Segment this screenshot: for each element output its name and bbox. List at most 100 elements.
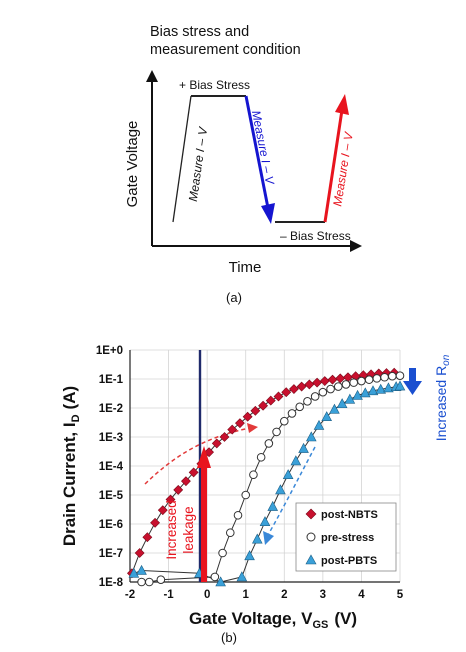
data-point-pre-stress	[357, 376, 366, 386]
x-tick-label: -1	[163, 589, 174, 601]
data-point-post-nbts	[250, 405, 261, 416]
legend-marker-post-pbts	[305, 554, 317, 565]
data-point-post-nbts	[204, 447, 214, 458]
data-point-post-pbts	[298, 442, 309, 453]
data-point-post-pbts	[383, 382, 394, 393]
y-tick-label: 1E-7	[99, 548, 123, 560]
data-point-pre-stress	[241, 490, 251, 500]
legend-marker-pre-stress	[306, 532, 316, 542]
data-point-pre-stress	[333, 382, 343, 391]
measure-iv-label-2: Measure I – V	[249, 109, 277, 186]
y-tick-label: 1E-8	[99, 577, 124, 589]
data-point-post-pbts	[336, 398, 348, 409]
data-point-pre-stress	[137, 577, 146, 587]
panel-a: Bias stress and measurement condition Ga…	[124, 24, 362, 305]
data-point-post-nbts	[211, 438, 222, 449]
data-point-post-pbts	[236, 571, 248, 582]
y-tick-label: 1E-4	[99, 461, 124, 473]
data-point-post-nbts	[273, 391, 284, 402]
legend-label-post-pbts: post-PBTS	[321, 555, 377, 567]
data-point-pre-stress	[225, 528, 235, 538]
y-axis-title-sub: D	[70, 414, 82, 422]
chart-grid: -2 -1 0 1 2 3 4 5 1E-8 1E-7 1E-6 1E-5 1E-4 1E-3 1E-2 1E…	[96, 345, 404, 601]
increased-ron-arrow-shaft	[409, 368, 416, 381]
increased-leakage-label-1: Increased	[164, 500, 179, 559]
data-point-post-nbts	[134, 548, 145, 558]
x-tick-label: 2	[281, 589, 287, 601]
panel-a-title-line1: Bias stress and	[150, 24, 249, 40]
panel-a-caption: (a)	[226, 290, 242, 305]
blue-ramp-down-arrowhead	[261, 203, 275, 224]
positive-bias-stress-label: + Bias Stress	[179, 78, 250, 92]
y-tick-label: 1E-2	[99, 403, 123, 415]
panel-b: -2 -1 0 1 2 3 4 5 1E-8 1E-7 1E-6 1E-5 1E-4 1E-3 1E-2 1E…	[60, 345, 452, 645]
data-point-post-nbts	[296, 381, 307, 392]
data-point-post-nbts	[181, 476, 191, 487]
data-point-pre-stress	[295, 402, 305, 412]
chart-markers	[127, 367, 406, 587]
x-axis-title-sub: GS	[312, 619, 328, 631]
data-point-post-pbts	[344, 393, 356, 404]
data-point-post-pbts	[259, 516, 271, 527]
data-point-post-pbts	[215, 576, 226, 587]
data-point-post-nbts	[150, 517, 160, 528]
y-tick-label: 1E-6	[99, 519, 123, 531]
data-point-pre-stress	[272, 427, 281, 437]
data-point-post-nbts	[304, 379, 315, 390]
data-point-post-pbts	[329, 403, 340, 414]
x-tick-label: 1	[243, 589, 250, 601]
pbts-shift-dashed-arrowhead	[263, 531, 274, 545]
data-point-post-nbts	[165, 494, 176, 505]
red-ramp-up-arrowhead	[335, 94, 349, 115]
data-point-pre-stress	[249, 470, 258, 480]
data-point-pre-stress	[318, 387, 328, 397]
data-point-pre-stress	[264, 439, 274, 448]
data-point-post-nbts	[312, 377, 322, 388]
data-point-post-nbts	[219, 432, 230, 442]
measure-iv-label-1: Measure I – V	[186, 125, 210, 202]
data-point-post-nbts	[142, 532, 153, 543]
data-point-post-pbts	[321, 411, 333, 422]
data-point-pre-stress	[326, 384, 335, 394]
panel-a-x-axis-arrowhead	[350, 240, 362, 252]
y-axis-title-unit: (A)	[60, 386, 79, 410]
x-axis-title-unit: (V)	[334, 609, 357, 628]
blue-ramp-down-arrow	[244, 95, 270, 209]
red-ramp-up-arrow	[323, 109, 344, 223]
negative-bias-stress-label: – Bias Stress	[280, 229, 351, 243]
data-point-post-pbts	[367, 385, 379, 396]
data-point-post-pbts	[128, 567, 140, 578]
x-tick-label: 5	[397, 589, 404, 601]
panel-a-y-axis-arrowhead	[146, 70, 158, 82]
y-axis-title-main: Drain Current, I	[60, 422, 79, 546]
data-point-post-pbts	[375, 383, 387, 394]
panel-a-y-axis-label: Gate Voltage	[124, 121, 141, 208]
data-point-post-nbts	[227, 424, 238, 435]
y-tick-label: 1E-1	[99, 374, 124, 386]
data-point-post-pbts	[267, 500, 279, 511]
increased-leakage-arrowhead	[197, 446, 211, 468]
y-tick-label: 1E-5	[99, 490, 124, 502]
data-point-pre-stress	[341, 380, 351, 389]
y-axis-title: Drain Current, ID (A)	[60, 386, 82, 546]
data-point-post-pbts	[394, 380, 406, 391]
panel-b-caption: (b)	[221, 630, 237, 645]
increased-ron-label: Increased Ron	[433, 354, 452, 441]
data-point-post-nbts	[235, 418, 245, 429]
data-point-post-pbts	[251, 533, 263, 544]
nbts-shift-dashed-arrowhead	[247, 423, 258, 433]
data-point-post-nbts	[188, 467, 199, 478]
data-point-pre-stress	[364, 375, 374, 384]
data-point-pre-stress	[218, 548, 227, 558]
data-point-pre-stress	[303, 397, 312, 406]
data-point-pre-stress	[310, 392, 320, 401]
x-axis-title-main: Gate Voltage, V	[189, 609, 313, 628]
data-point-pre-stress	[144, 577, 154, 587]
data-point-post-nbts	[327, 374, 338, 385]
increased-ron-label-sub: on	[441, 354, 452, 366]
data-point-pre-stress	[287, 409, 297, 418]
data-point-post-pbts	[305, 431, 317, 442]
data-point-pre-stress	[233, 510, 243, 520]
data-point-pre-stress	[349, 378, 359, 387]
increased-leakage-label-2: leakage	[181, 506, 196, 553]
